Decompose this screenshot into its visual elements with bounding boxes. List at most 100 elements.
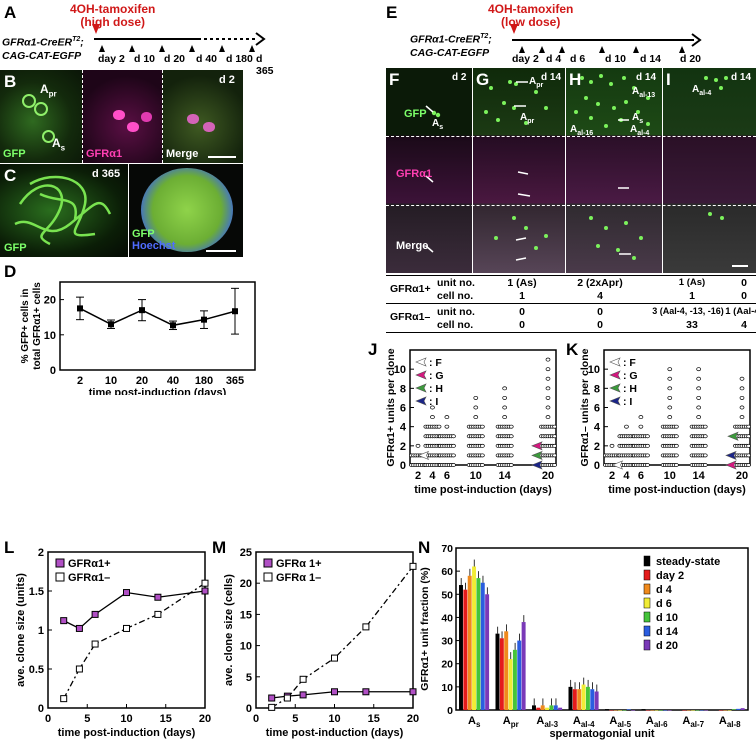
point-d-2 (139, 307, 145, 314)
point-K-5-1-6 (746, 453, 751, 458)
point-L-0-3 (123, 589, 130, 597)
gfp-label-b: GFP (3, 148, 26, 160)
point-K-3-1-6 (674, 453, 679, 458)
timepoint-e-2: d 6 (570, 53, 586, 65)
panel-letter-a: A (4, 3, 17, 22)
point-J-5-0-6 (552, 463, 557, 467)
point-K-3-9-0 (667, 376, 673, 381)
day-label-f: d 2 (452, 72, 467, 83)
legend-label-K-0: : F (623, 357, 636, 369)
tick-a-2 (159, 45, 165, 52)
xtick-label-L-1: 5 (84, 713, 90, 725)
point-L-1-1 (75, 665, 83, 673)
timeline-arrow (255, 32, 266, 46)
point-K-3-3-6 (674, 434, 679, 439)
timepoint-e-4: d 14 (640, 53, 662, 65)
xtick-sub-n-3: al-4 (581, 720, 595, 729)
ytick-label-n-4: 40 (441, 612, 453, 624)
legend-label-K-2: : H (623, 383, 637, 395)
bar-n-5-2 (650, 710, 655, 711)
bar-n-7-4 (731, 709, 736, 710)
point-M-0-4 (362, 688, 370, 696)
legend-swatch-n-6 (643, 639, 651, 651)
tick-a-4 (219, 45, 225, 52)
scale-bar-c (206, 250, 236, 252)
point-J-4-4-6 (508, 424, 514, 429)
gfp-row-label: GFP (404, 108, 427, 120)
point-K-2-3-6 (645, 434, 650, 439)
bar-n-2-2 (540, 705, 545, 710)
ytick-label-L-2: 1 (38, 625, 44, 637)
point-K-2-4-0 (638, 424, 644, 429)
point-J-1-6-0 (430, 405, 435, 410)
point-L-1-0 (60, 695, 68, 703)
xtick-sub-n-0: s (476, 720, 481, 729)
ytick-label-d-0: 0 (50, 365, 56, 377)
bar-n-7-1 (718, 710, 723, 711)
timepoint-a-2: d 20 (164, 53, 186, 65)
tf-c2: 0 (519, 319, 525, 331)
timepoint-a-0: day 2 (98, 53, 125, 65)
xtick-label-J-3: 10 (470, 470, 482, 482)
point-K-1-4-0 (624, 424, 629, 429)
genotype1-sup: T2 (72, 36, 81, 43)
point-J-5-4-6 (552, 424, 557, 429)
bar-n-1-6 (521, 622, 526, 710)
tg-u1: 2 (2xApr) (577, 277, 623, 289)
point-J-2-1-6 (451, 453, 456, 458)
bar-n-4-3 (618, 710, 623, 711)
timepoint-labels-e: day 2 d 4 d 6 d 10 d 14 d 20 (512, 53, 712, 67)
bar-n-5-3 (654, 710, 659, 711)
timeline-a (92, 24, 266, 52)
point-J-1-4-6 (436, 424, 442, 429)
point-K-4-3-6 (702, 434, 708, 439)
ylabel-K: GFRα1– units per clone (579, 348, 591, 466)
tick-a-3 (189, 45, 195, 52)
ytick-label-L-0: 0 (38, 703, 44, 715)
ytick-label-K-5: 10 (588, 364, 600, 376)
xtick-main-n-6: A (682, 715, 690, 727)
xtick-main-n-7: A (719, 715, 727, 727)
bar-n-1-4 (512, 649, 517, 710)
xlabel-M: time post-induction (days) (266, 727, 404, 739)
ylabel-n: GFRα1+ unit fraction (%) (419, 567, 431, 690)
tg-c2: 0 (597, 319, 603, 331)
tick-e-3 (599, 46, 605, 53)
xlabel-n: spermatogonial unit (549, 728, 654, 740)
ytick-label-n-6: 60 (441, 566, 453, 578)
legend-label-n-5: d 14 (656, 626, 679, 638)
point-M-1-3 (331, 654, 338, 662)
legend-marker-K-1 (609, 370, 621, 380)
point-J-4-1-6 (508, 453, 514, 458)
bar-n-7-6 (740, 708, 745, 710)
xtick-label-n-4: Aal-5 (609, 715, 631, 729)
table-rule-top (386, 275, 756, 276)
label-h-al4: Aal-4 (630, 124, 650, 137)
timepoint-a-5: d 365 (256, 53, 274, 77)
panel-c-micrograph: d 365 GFP GFP Hoechst (0, 164, 243, 257)
point-J-5-2-6 (552, 443, 557, 448)
ytick-label-M-0: 0 (246, 703, 252, 715)
bar-n-0-1 (463, 589, 468, 710)
ytick-label-n-7: 70 (441, 543, 453, 555)
bar-n-1-1 (499, 638, 504, 710)
xtick-sub-n-2: al-3 (544, 720, 558, 729)
bar-n-4-6 (631, 710, 636, 711)
bar-n-1-0 (495, 633, 500, 710)
label-h-al16: Aal-16 (570, 124, 594, 137)
point-L-0-4 (154, 593, 162, 601)
panel-letter-g: G (476, 70, 490, 89)
label-g-apr1: Apr (529, 76, 544, 89)
legend-swatch-n-4 (643, 611, 651, 623)
point-K-2-1-6 (645, 453, 650, 458)
point-K-3-10-0 (667, 367, 673, 372)
chart-n: 0 10 20 30 40 50 60 70 GFRα1+ unit fraction (%) A… (419, 543, 749, 740)
timepoint-a-1: d 10 (134, 53, 156, 65)
gfra-spot-3 (141, 112, 152, 122)
gfra-spot-2 (127, 122, 139, 132)
panel-letter-b: B (4, 72, 17, 91)
legend-swatch-n-3 (643, 597, 651, 609)
point-J-5-6-0 (545, 405, 551, 410)
